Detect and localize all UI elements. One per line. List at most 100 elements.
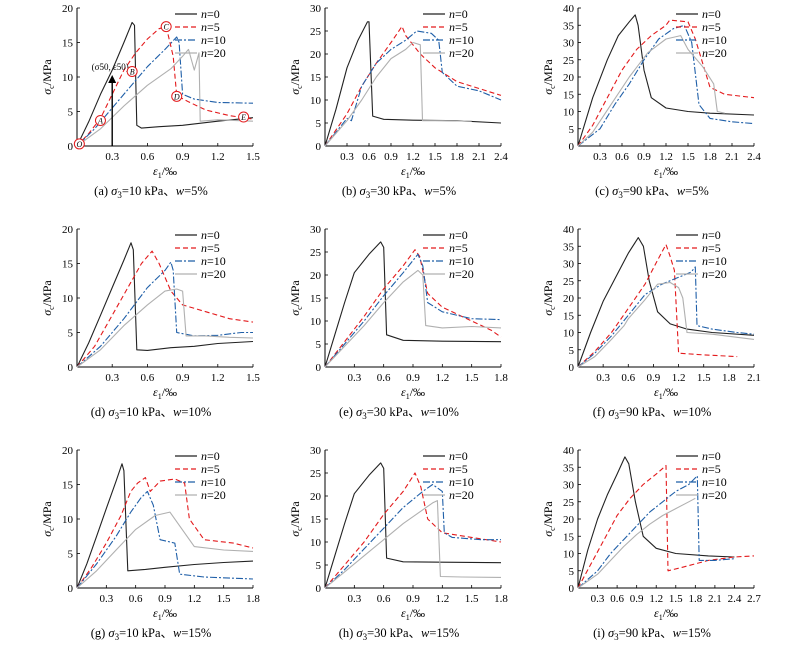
x-tick-label: 2.7 xyxy=(747,593,761,605)
x-tick-label: 0.9 xyxy=(176,151,190,163)
x-tick-label: 0.6 xyxy=(129,593,143,605)
x-tick-label: 0.6 xyxy=(621,372,635,384)
y-tick-label: 10 xyxy=(310,95,322,107)
legend-entry-n5: n=5 xyxy=(201,241,220,255)
series-line-n10 xyxy=(324,30,502,147)
legend-entry-n10: n=10 xyxy=(702,475,727,489)
y-tick-label: 35 xyxy=(563,462,575,474)
series-line-n5 xyxy=(577,464,755,589)
y-tick-label: 40 xyxy=(563,3,575,15)
x-tick-label: 1.5 xyxy=(428,151,442,163)
series-line-n10 xyxy=(324,483,501,589)
x-tick-label: 0.3 xyxy=(347,593,361,605)
x-tick-label: 2.1 xyxy=(708,593,722,605)
legend-entry-n20: n=20 xyxy=(449,46,474,60)
legend-entry-n0: n=0 xyxy=(201,7,220,21)
x-tick-label: 1.2 xyxy=(435,593,449,605)
x-axis-label: ε1/‰ xyxy=(654,606,678,622)
y-tick-label: 5 xyxy=(569,566,575,578)
y-tick-label: 25 xyxy=(310,468,322,480)
x-axis-label: ε1/‰ xyxy=(153,164,177,180)
x-tick-label: 1.5 xyxy=(217,593,231,605)
y-tick-label: 10 xyxy=(62,72,74,84)
x-tick-label: 0.6 xyxy=(377,593,391,605)
panel-caption: (f) σ3=90 kPa、w=10% xyxy=(593,405,712,421)
y-tick-label: 10 xyxy=(563,107,575,119)
y-tick-label: 0 xyxy=(316,141,322,153)
x-tick-label: 1.2 xyxy=(211,151,225,163)
y-axis-label: σc/MPa xyxy=(541,59,557,95)
legend-entry-n5: n=5 xyxy=(201,20,220,34)
point-label-a: A xyxy=(97,116,103,125)
y-tick-label: 30 xyxy=(310,224,322,236)
y-tick-label: 20 xyxy=(310,270,322,282)
x-tick-label: 1.8 xyxy=(494,593,508,605)
point-label-e: E xyxy=(240,113,246,122)
y-tick-label: 15 xyxy=(563,89,575,101)
series-line-n10 xyxy=(324,253,502,368)
panel-caption: (c) σ3=90 kPa、w=5% xyxy=(595,184,709,200)
x-tick-label: 0.3 xyxy=(593,151,607,163)
legend-entry-n5: n=5 xyxy=(702,20,721,34)
y-tick-label: 20 xyxy=(563,293,575,305)
y-tick-label: 5 xyxy=(68,107,74,119)
panel-caption: (a) σ3=10 kPa、w=5% xyxy=(94,184,208,200)
y-tick-label: 20 xyxy=(62,445,74,457)
panel-caption: (b) σ3=30 kPa、w=5% xyxy=(342,184,456,200)
series-line-n0 xyxy=(324,462,502,589)
x-tick-label: 1.5 xyxy=(697,372,711,384)
legend-entry-n20: n=20 xyxy=(201,488,226,502)
point-marker-b xyxy=(126,65,138,77)
legend-entry-n10: n=10 xyxy=(449,254,474,268)
legend-entry-n0: n=0 xyxy=(702,449,721,463)
y-tick-label: 0 xyxy=(316,362,322,374)
legend-entry-n20: n=20 xyxy=(449,267,474,281)
series-line-n20 xyxy=(324,269,502,368)
x-axis-label: ε1/‰ xyxy=(401,164,425,180)
y-tick-label: 10 xyxy=(310,316,322,328)
chart-c: 0 5 10 15 20 25 30 35 40 0.3 0.6 0.9 1.2 1.5 1.8 2.1 2.4… xyxy=(541,3,761,200)
x-tick-label: 0.6 xyxy=(141,151,155,163)
x-tick-label: 1.8 xyxy=(688,593,702,605)
legend-entry-n10: n=10 xyxy=(449,475,474,489)
chart-h: 0 5 10 15 20 25 30 0.3 0.6 0.9 1.2 1.5 1.8 σc/MPa ε1/‰… xyxy=(288,445,508,642)
point-label-c: C xyxy=(164,23,170,32)
y-tick-label: 15 xyxy=(310,514,322,526)
y-axis-label: σc/MPa xyxy=(541,280,557,316)
legend-entry-n0: n=0 xyxy=(201,449,220,463)
x-tick-label: 0.6 xyxy=(615,151,629,163)
x-tick-label: 1.2 xyxy=(187,593,201,605)
y-tick-label: 35 xyxy=(563,241,575,253)
x-tick-label: 0.6 xyxy=(610,593,624,605)
y-tick-label: 5 xyxy=(68,549,74,561)
y-tick-label: 25 xyxy=(563,55,575,67)
series-line-n5 xyxy=(324,249,502,368)
x-tick-label: 0.3 xyxy=(105,151,119,163)
point-marker-o xyxy=(73,138,85,150)
series-line-n0 xyxy=(577,456,735,589)
y-axis-label: σc/MPa xyxy=(288,59,304,95)
legend-entry-n10: n=10 xyxy=(201,475,226,489)
legend-entry-n5: n=5 xyxy=(201,462,220,476)
x-axis-label: ε1/‰ xyxy=(153,606,177,622)
x-tick-label: 1.5 xyxy=(465,593,479,605)
series-line-n5 xyxy=(76,26,254,147)
series-line-n0 xyxy=(577,237,755,368)
y-tick-label: 20 xyxy=(310,491,322,503)
series-line-n0 xyxy=(76,21,254,147)
y-tick-label: 0 xyxy=(68,141,74,153)
y-tick-label: 30 xyxy=(310,445,322,457)
x-axis-label: ε1/‰ xyxy=(153,385,177,401)
x-tick-label: 1.8 xyxy=(703,151,717,163)
x-tick-label: 1.5 xyxy=(669,593,683,605)
y-tick-label: 0 xyxy=(68,362,74,374)
y-tick-label: 5 xyxy=(316,118,322,130)
y-tick-label: 15 xyxy=(563,531,575,543)
point-marker-d xyxy=(171,90,183,102)
chart-i: 0 5 10 15 20 25 30 35 40 0.3 0.6 0.9 1.2 1.5 1.8 2.1 2.4… xyxy=(541,445,761,642)
panel-caption: (e) σ3=30 kPa、w=10% xyxy=(339,405,459,421)
point-label-b: B xyxy=(130,67,135,76)
legend-entry-n0: n=0 xyxy=(449,7,468,21)
x-tick-label: 0.9 xyxy=(647,372,661,384)
